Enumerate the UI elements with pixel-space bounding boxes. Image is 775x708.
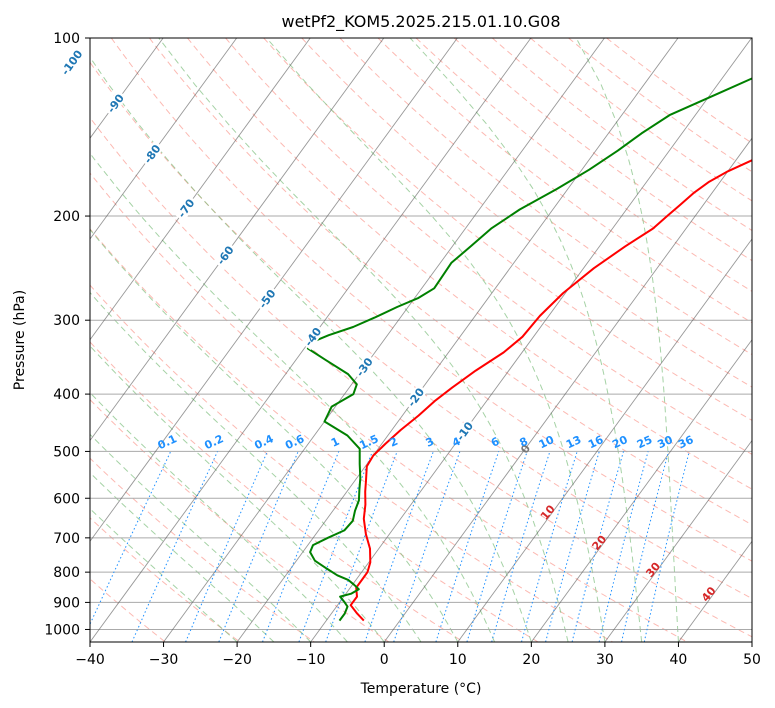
- mixing-ratio-line: [364, 451, 434, 642]
- mixing-ratio-line: [185, 451, 268, 642]
- moist-adiabat: [90, 472, 275, 642]
- mixing-ratio-line: [466, 451, 528, 642]
- dry-adiabat: [263, 38, 752, 421]
- y-tick-label: 200: [53, 209, 80, 225]
- y-tick-label: 100: [53, 31, 80, 47]
- mixing-ratio-line: [545, 451, 600, 642]
- mixing-ratio-label: 10: [537, 433, 557, 451]
- isotherm-label-bg: [403, 384, 428, 411]
- plot-frame: [89, 37, 753, 643]
- mixing-ratio-label: 13: [564, 433, 583, 451]
- dry-adiabat: [90, 61, 752, 600]
- dry-adiabat: [530, 38, 752, 202]
- mixing-ratio-line: [571, 451, 624, 642]
- x-tick-label: −40: [75, 652, 105, 668]
- isotherm-label-bg: [352, 353, 377, 381]
- x-tick-label: 20: [522, 652, 540, 668]
- mixing-ratio-line: [521, 451, 578, 642]
- y-tick-label: 400: [53, 387, 80, 403]
- moist-adiabat: [90, 433, 312, 642]
- x-tick-label: −10: [296, 652, 326, 668]
- mixing-ratio-label: 30: [655, 433, 675, 451]
- grid-layer: [90, 38, 752, 642]
- dry-adiabat: [377, 38, 752, 324]
- mixing-ratio-line: [262, 451, 340, 642]
- moist-adiabat: [575, 38, 679, 642]
- isotherm-line: [90, 38, 385, 442]
- y-tick-label: 500: [53, 444, 80, 460]
- isotherm-line: [457, 238, 752, 642]
- isotherm-label-bg: [255, 285, 279, 313]
- moist-adiabat: [90, 291, 422, 642]
- mixing-ratio-line: [491, 451, 551, 642]
- dry-adiabat: [339, 38, 752, 356]
- dry-adiabat: [90, 172, 688, 642]
- mixing-ratio-line: [325, 451, 398, 642]
- temperature-line: [349, 159, 752, 622]
- isotherm-line: [90, 38, 311, 341]
- isotherm-line: [310, 38, 752, 642]
- mixing-ratio-label: 25: [635, 433, 654, 451]
- y-tick-label: 700: [53, 531, 80, 547]
- axis-layer: −40 −30 −20 −10 0 10 20 30 40 50 100 200 300 400 500 60…: [44, 31, 761, 668]
- mixing-ratio-label: 16: [586, 433, 606, 451]
- mixing-ratio-line: [298, 451, 373, 642]
- moist-adiabat: [409, 38, 643, 642]
- isotherm-line: [90, 38, 238, 240]
- isotherm-label-bg: [213, 242, 238, 269]
- dry-adiabat: [90, 228, 613, 642]
- x-tick-label: 50: [743, 652, 761, 668]
- isotherm-line: [163, 38, 605, 642]
- mixing-ratio-line: [435, 451, 500, 642]
- isotherm-line: [236, 38, 679, 642]
- x-tick-label: 30: [596, 652, 614, 668]
- isotherm-label-bg: [103, 90, 128, 117]
- dewpoint-line: [306, 77, 752, 622]
- mixing-ratio-line: [643, 451, 690, 642]
- dry-adiabat: [90, 457, 315, 642]
- y-tick-label: 300: [53, 313, 80, 329]
- dry-adiabat: [90, 398, 390, 642]
- y-tick-label: 1000: [44, 622, 80, 638]
- isotherm-line: [604, 439, 752, 642]
- dry-adiabat: [415, 38, 752, 292]
- mixing-ratio-line: [598, 451, 649, 642]
- x-tick-label: −30: [149, 652, 179, 668]
- mixing-ratio-line: [131, 451, 218, 642]
- y-tick-label: 800: [53, 565, 80, 581]
- isotherm-label-bg: [452, 417, 477, 445]
- dry-adiabat: [606, 38, 752, 144]
- dry-adiabat: [90, 116, 752, 638]
- y-axis-label: Pressure (hPa): [12, 290, 28, 390]
- dry-adiabat: [110, 38, 752, 562]
- dry-adiabat: [491, 38, 752, 232]
- dry-adiabat: [187, 38, 752, 490]
- dry-adiabat: [90, 284, 539, 642]
- dry-adiabat: [301, 38, 752, 388]
- x-tick-label: 0: [380, 652, 389, 668]
- mixing-ratio-line: [621, 451, 670, 642]
- x-tick-label: 40: [670, 652, 688, 668]
- chart-title: wetPf2_KOM5.2025.215.01.10.G08: [281, 12, 560, 32]
- data-layer: [306, 77, 752, 622]
- dry-adiabat: [149, 38, 752, 526]
- mixing-ratio-label: 20: [610, 433, 630, 451]
- dry-adiabat: [90, 341, 464, 642]
- isotherm-label-bg: [59, 49, 84, 76]
- x-tick-label: −20: [222, 652, 252, 668]
- isotherm-label-bg: [300, 323, 325, 351]
- y-tick-label: 900: [53, 595, 80, 611]
- x-tick-label: 10: [449, 652, 467, 668]
- x-axis-label: Temperature (°C): [360, 681, 482, 697]
- isotherm-line: [90, 38, 458, 543]
- mixing-ratio-label: 36: [676, 433, 696, 451]
- mixing-ratio-line: [218, 451, 299, 642]
- isotherm-label-bg: [140, 140, 165, 168]
- mixing-ratio-line: [393, 451, 461, 642]
- y-tick-label: 600: [53, 491, 80, 507]
- isotherm-label-bg: [174, 194, 198, 222]
